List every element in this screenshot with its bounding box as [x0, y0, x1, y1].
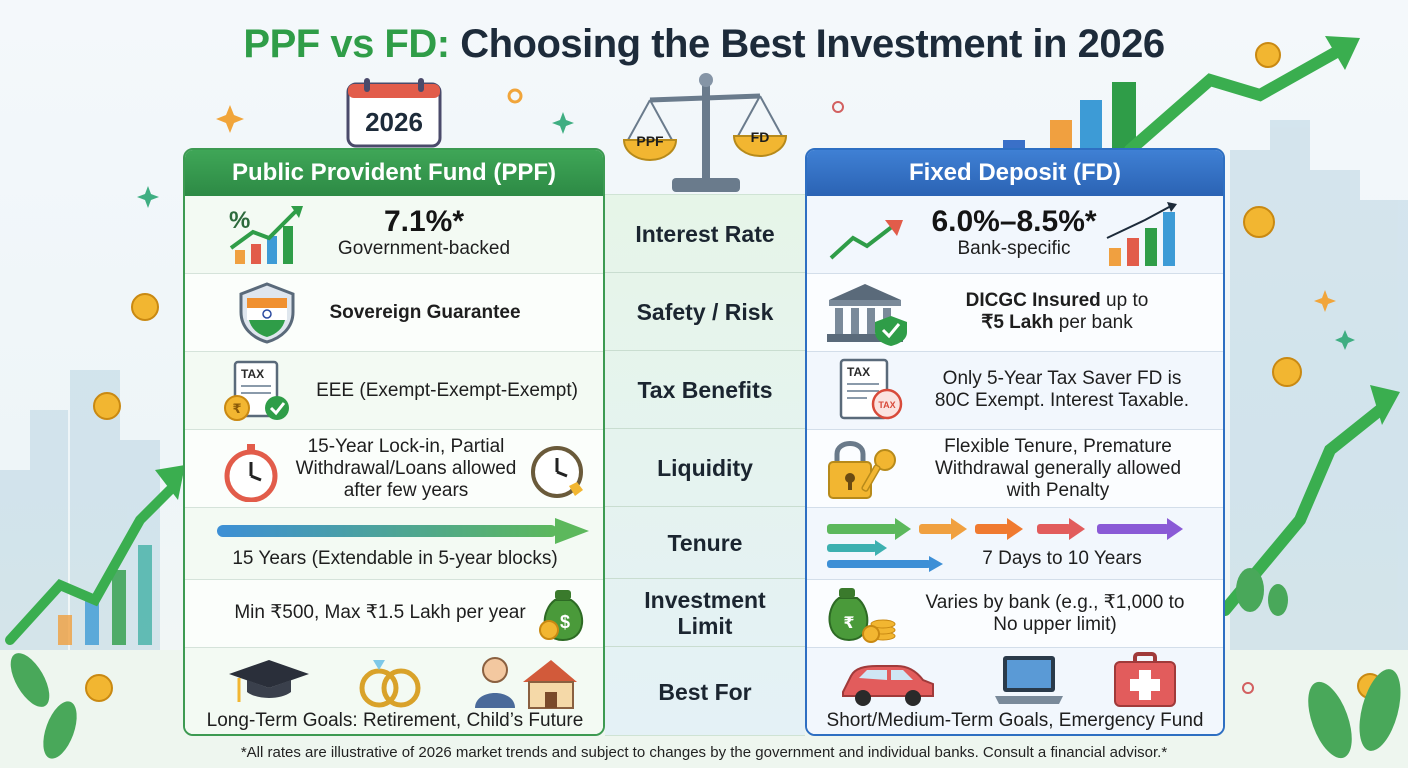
fd-safety-rest2: per bank [1053, 312, 1133, 333]
fd-row-liquidity: Flexible Tenure, Premature Withdrawal ge… [807, 430, 1223, 508]
stopwatch-icon [224, 444, 278, 502]
category-tax: Tax Benefits [605, 351, 805, 429]
ppf-bestfor: Long-Term Goals: Retirement, Child’s Fut… [206, 710, 584, 731]
ppf-interest-cell: 7.1%* Government-backed [315, 206, 533, 260]
tenure-arrow-icon [217, 518, 589, 544]
ppf-header: Public Provident Fund (PPF) [185, 150, 603, 196]
fd-header: Fixed Deposit (FD) [807, 150, 1223, 196]
ppf-liquidity-line3: after few years [343, 480, 469, 501]
calendar-icon: 2026 [346, 78, 442, 148]
fd-limit: Varies by bank (e.g., ₹1,000 to No upper… [907, 592, 1203, 636]
ppf-interest-rate: 7.1%* [383, 205, 465, 238]
tax-document-icon: TAX ₹ [224, 360, 289, 421]
fd-row-tax: TAX TAX Only 5-Year Tax Saver FD is 80C … [807, 352, 1223, 430]
tenure-arrows-icon [827, 518, 1183, 572]
fd-interest-cell: 6.0%–8.5%* Bank-specific [903, 206, 1125, 260]
ppf-tax-icon-label: TAX [241, 367, 264, 381]
laptop-icon [995, 656, 1063, 704]
ppf-safety: Sovereign Guarantee [329, 302, 521, 323]
footnote: *All rates are illustrative of 2026 mark… [240, 744, 1168, 761]
scale-label-ppf: PPF [636, 133, 664, 149]
fd-interest-rate: 6.0%–8.5%* [931, 205, 1097, 238]
category-liquidity: Liquidity [605, 429, 805, 507]
ppf-row-bestfor: Long-Term Goals: Retirement, Child’s Fut… [185, 648, 603, 734]
fd-safety-line1: DICGC Insured up to [917, 290, 1197, 312]
fd-safety-line2: ₹5 Lakh per bank [917, 312, 1197, 334]
fd-safety-rest1: up to [1100, 290, 1149, 311]
ppf-panel: Public Provident Fund (PPF) % 7.1%* Gove… [183, 148, 605, 736]
bank-icon [827, 284, 907, 346]
india-shield-icon [239, 282, 295, 344]
graduation-cap-icon [229, 660, 309, 702]
scale-label-fd: FD [751, 129, 770, 145]
money-bag-icon: $ [539, 590, 584, 642]
ppf-interest-note: Government-backed [337, 238, 511, 259]
fd-row-bestfor: Short/Medium-Term Goals, Emergency Fund [807, 648, 1223, 734]
fd-liquidity-line3: with Penalty [1006, 480, 1110, 501]
category-best-for: Best For [658, 679, 752, 705]
retiree-home-icon [475, 657, 577, 709]
ppf-liquidity-line1: 15-Year Lock-in, Partial [307, 436, 505, 457]
fd-limit-line1: Varies by bank (e.g., ₹1,000 to [925, 592, 1185, 613]
fd-bestfor: Short/Medium-Term Goals, Emergency Fund [826, 710, 1204, 731]
ppf-limit: Min ₹500, Max ₹1.5 Lakh per year [234, 602, 526, 623]
category-interest-rate: Interest Rate [605, 195, 805, 273]
ppf-row-liquidity: 15-Year Lock-in, Partial Withdrawal/Loan… [185, 430, 603, 508]
fd-safety-bold1: DICGC Insured [965, 290, 1101, 311]
ppf-row-tenure: 15 Years (Extendable in 5-year blocks) [185, 508, 603, 580]
category-investment-limit: Investment Limit [605, 579, 805, 647]
fd-row-limit: ₹ Varies by bank (e.g., ₹1,000 to No upp… [807, 580, 1223, 648]
category-tenure: Tenure [605, 507, 805, 579]
car-icon [842, 665, 934, 706]
fd-interest-note: Bank-specific [957, 238, 1071, 259]
ppf-liquidity: 15-Year Lock-in, Partial Withdrawal/Loan… [283, 436, 529, 502]
first-aid-kit-icon [1114, 652, 1176, 707]
fd-liquidity-line2: Withdrawal generally allowed [934, 458, 1182, 479]
fd-row-safety: DICGC Insured up to ₹5 Lakh per bank [807, 274, 1223, 352]
fd-safety-bold2: ₹5 Lakh [981, 312, 1054, 333]
fd-tax-icon-label: TAX [847, 365, 870, 379]
ppf-row-tax: TAX ₹ EEE (Exempt-Exempt-Exempt) [185, 352, 603, 430]
ppf-row-limit: Min ₹500, Max ₹1.5 Lakh per year $ [185, 580, 603, 648]
svg-text:₹: ₹ [843, 613, 854, 632]
svg-text:$: $ [560, 612, 570, 632]
tax-stamp-icon: TAX TAX [839, 358, 903, 420]
growth-chart-icon: % [229, 206, 303, 264]
calendar-year: 2026 [365, 107, 423, 137]
fd-liquidity: Flexible Tenure, Premature Withdrawal ge… [919, 436, 1197, 502]
category-column: Interest Rate Safety / Risk Tax Benefits… [605, 194, 805, 736]
category-safety: Safety / Risk [605, 273, 805, 351]
svg-text:TAX: TAX [878, 400, 895, 410]
title-accent: PPF vs FD: [243, 22, 450, 66]
fd-safety: DICGC Insured up to ₹5 Lakh per bank [917, 290, 1197, 334]
fd-tenure: 7 Days to 10 Years [982, 548, 1142, 569]
ppf-row-safety: Sovereign Guarantee [185, 274, 603, 352]
fd-panel: Fixed Deposit (FD) 6.0%–8.5%* Bank-speci… [805, 148, 1225, 736]
ppf-row-interest: % 7.1%* Government-backed [185, 196, 603, 274]
svg-text:₹: ₹ [232, 402, 241, 417]
fd-liquidity-line1: Flexible Tenure, Premature [944, 436, 1172, 457]
fd-tax-line2: 80C Exempt. Interest Taxable. [934, 390, 1190, 411]
balance-scale-icon: PPF FD [622, 73, 788, 192]
title-rest: Choosing the Best Investment in 2026 [449, 22, 1165, 66]
bar-chart-icon [1106, 202, 1177, 266]
ppf-tax: EEE (Exempt-Exempt-Exempt) [316, 380, 578, 401]
ppf-tenure: 15 Years (Extendable in 5-year blocks) [232, 548, 558, 569]
fd-row-interest: 6.0%–8.5%* Bank-specific [807, 196, 1223, 274]
wedding-rings-icon [359, 660, 421, 708]
fd-tax: Only 5-Year Tax Saver FD is 80C Exempt. … [917, 368, 1207, 412]
clock-icon [531, 446, 583, 498]
fd-row-tenure: 7 Days to 10 Years [807, 508, 1223, 580]
padlock-key-icon [828, 441, 896, 499]
page-title: PPF vs FD: Choosing the Best Investment … [0, 22, 1408, 67]
svg-text:%: % [229, 207, 250, 234]
fd-tax-line1: Only 5-Year Tax Saver FD is [942, 368, 1182, 389]
fd-limit-line2: No upper limit) [993, 614, 1117, 635]
trend-arrow-icon [829, 220, 903, 260]
rupee-money-bag-icon: ₹ [828, 588, 896, 643]
ppf-liquidity-line2: Withdrawal/Loans allowed [295, 458, 517, 479]
